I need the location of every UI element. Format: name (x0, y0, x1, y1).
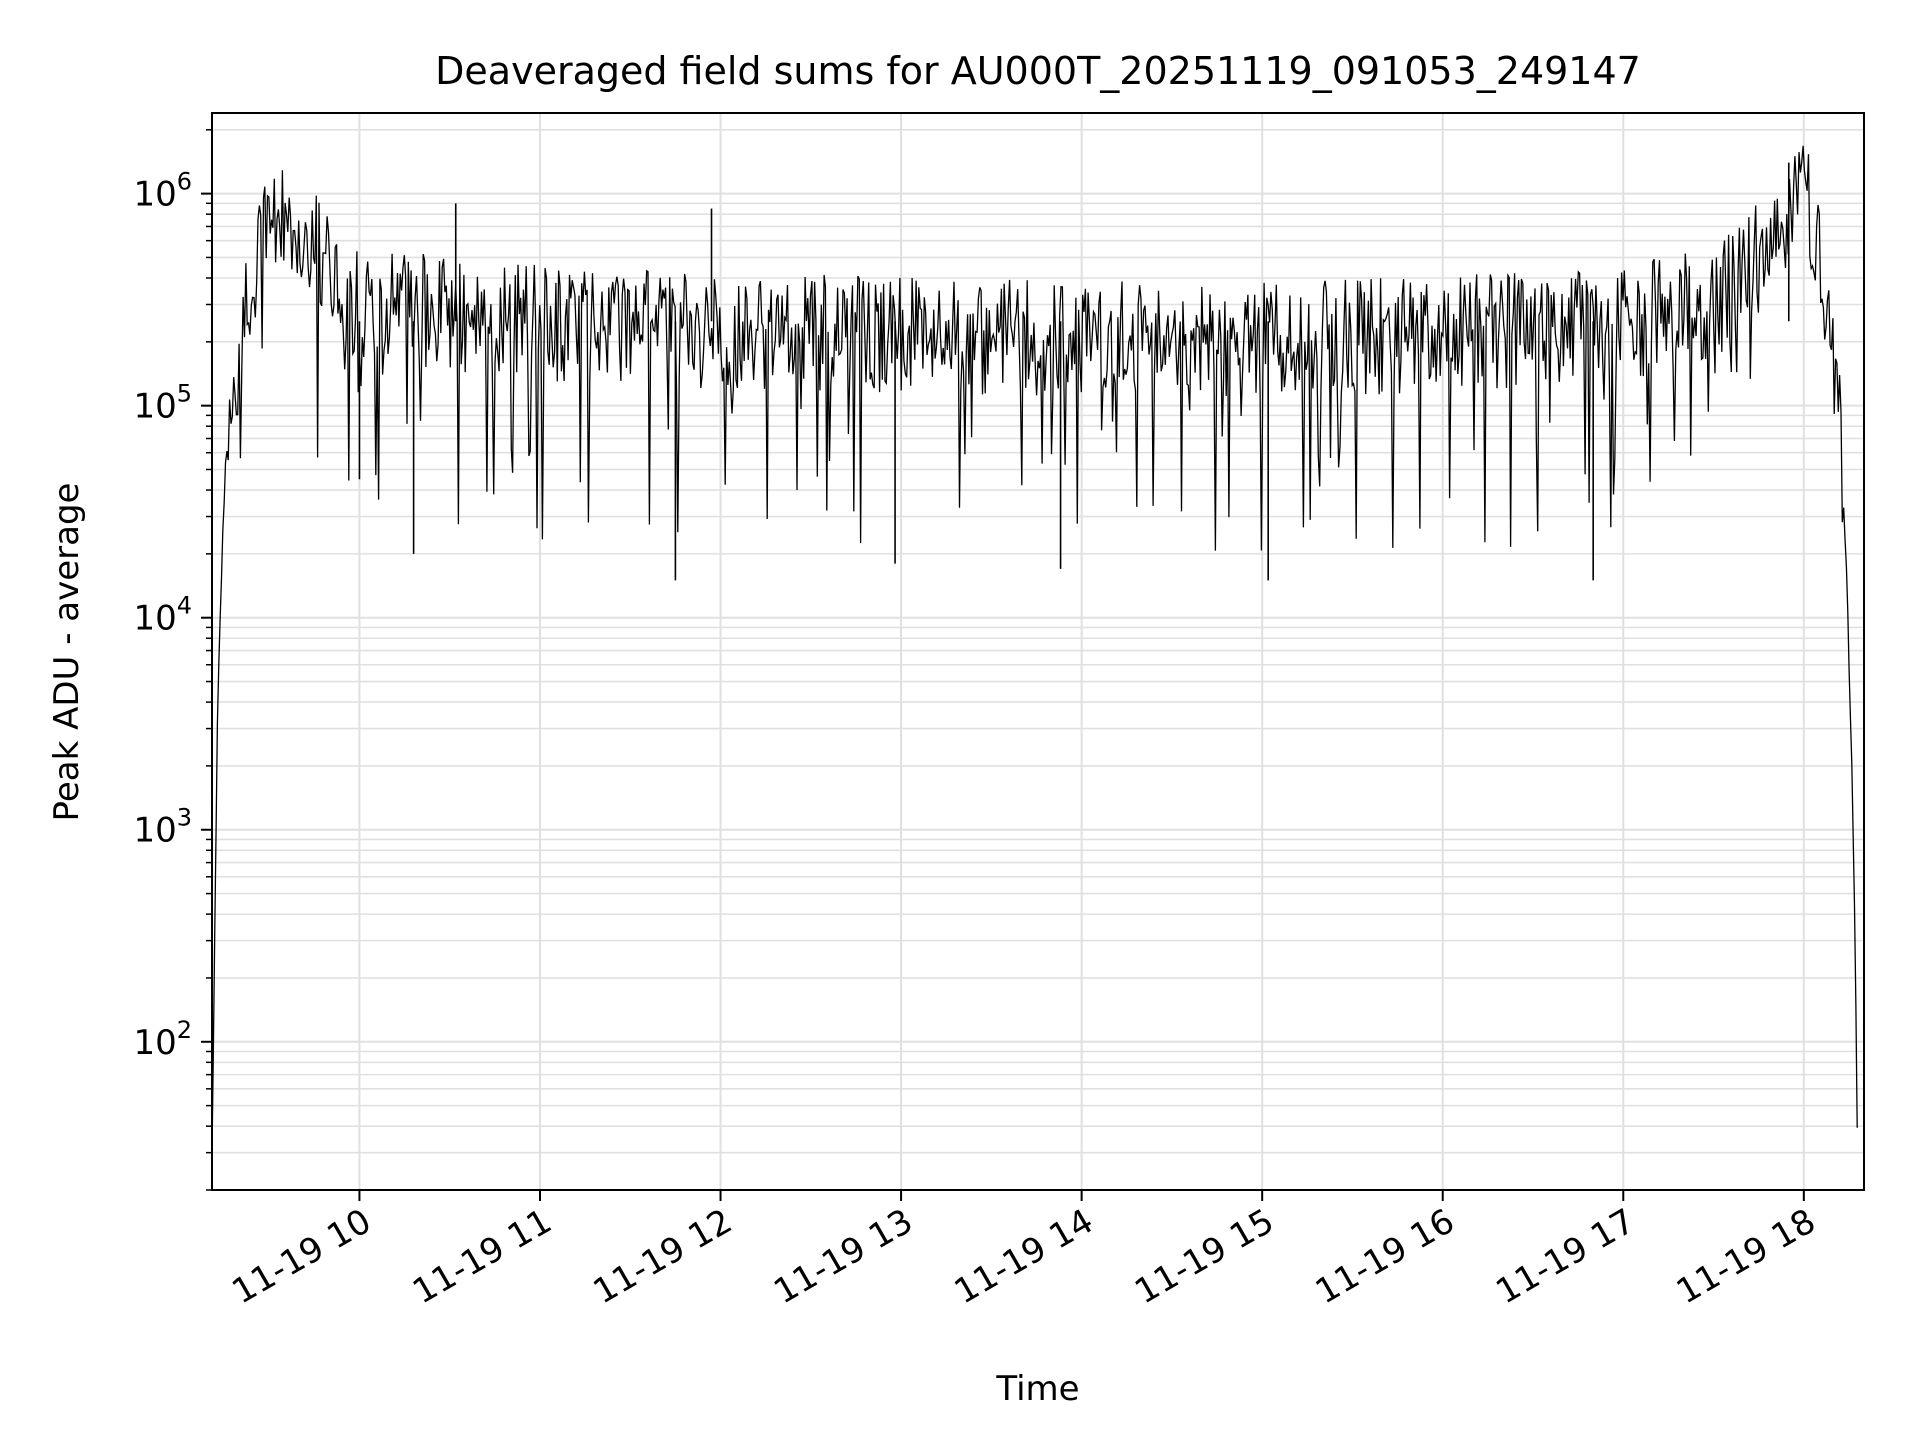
chart-title: Deaveraged field sums for AU000T_2025111… (435, 49, 1641, 93)
plot-area (211, 145, 1858, 1153)
y-tick-label: 105 (133, 380, 192, 427)
y-tick-label: 103 (133, 804, 192, 851)
y-axis: 102 103 104 105 106 (133, 129, 212, 1191)
x-axis-label: Time (995, 1369, 1079, 1409)
y-tick-label: 104 (133, 592, 192, 639)
y-tick-label: 106 (133, 168, 192, 215)
y-axis-label: Peak ADU - average (47, 483, 87, 822)
plot-frame (211, 112, 1865, 1191)
y-tick-label: 102 (133, 1016, 192, 1063)
series-line (211, 145, 1858, 1153)
